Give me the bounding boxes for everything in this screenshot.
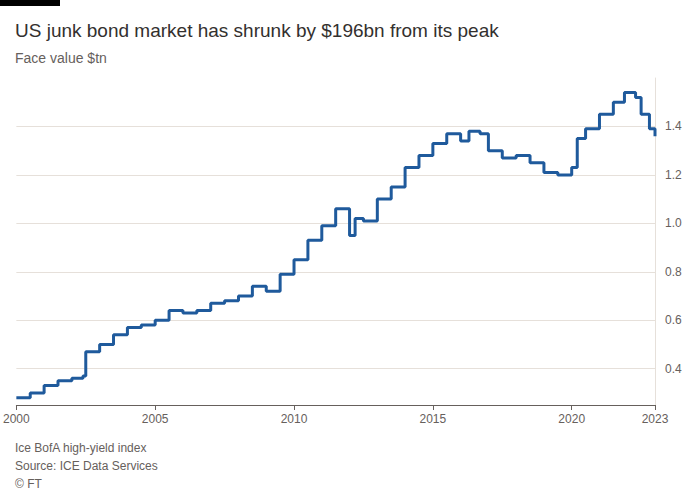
svg-text:2000: 2000: [3, 412, 30, 426]
svg-text:0.8: 0.8: [665, 265, 682, 279]
svg-text:1.0: 1.0: [665, 216, 682, 230]
svg-text:2010: 2010: [281, 412, 308, 426]
svg-text:Source: ICE Data Services: Source: ICE Data Services: [15, 459, 158, 473]
svg-text:0.4: 0.4: [665, 362, 682, 376]
svg-text:1.2: 1.2: [665, 168, 682, 182]
svg-text:2015: 2015: [420, 412, 447, 426]
svg-text:US junk bond market has shrunk: US junk bond market has shrunk by $196bn…: [15, 20, 499, 41]
svg-text:2005: 2005: [142, 412, 169, 426]
svg-text:2023: 2023: [642, 412, 669, 426]
svg-text:Face value $tn: Face value $tn: [15, 50, 107, 66]
svg-text:Ice BofA high-yield index: Ice BofA high-yield index: [15, 441, 146, 455]
svg-text:2020: 2020: [558, 412, 585, 426]
svg-text:© FT: © FT: [15, 477, 43, 491]
svg-text:1.4: 1.4: [665, 119, 682, 133]
svg-text:0.6: 0.6: [665, 313, 682, 327]
